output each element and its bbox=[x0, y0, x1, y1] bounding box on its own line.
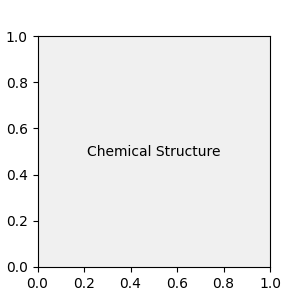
Text: Chemical Structure: Chemical Structure bbox=[87, 145, 220, 158]
